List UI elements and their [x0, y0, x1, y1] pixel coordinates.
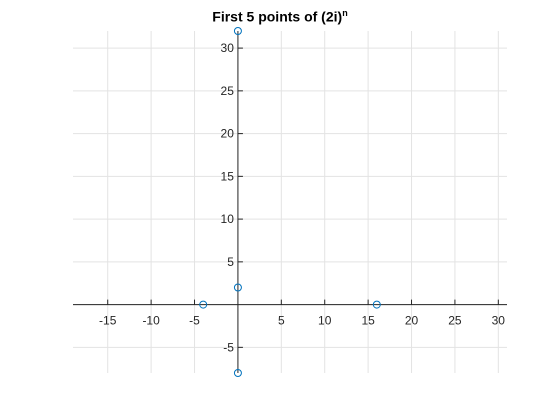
x-tick-label: 5 [278, 314, 285, 328]
data-point [233, 283, 242, 292]
data-point [372, 300, 381, 309]
tick-labels: -15 -10 -5 5 10 15 20 25 30 -5 5 10 15 20 25 30 [99, 41, 505, 354]
chart-title: First 5 points of (2i)n [0, 8, 560, 25]
y-tick-label: 10 [221, 212, 235, 226]
x-tick-label: 30 [492, 314, 506, 328]
chart-title-text: First 5 points of (2i) [212, 8, 343, 25]
grid-lines [73, 31, 507, 373]
y-tick-label: 20 [221, 127, 235, 141]
y-tick-label: 25 [221, 84, 235, 98]
y-tick-label: -5 [223, 340, 234, 354]
x-tick-label: 15 [361, 314, 375, 328]
chart-title-exponent: n [342, 8, 348, 18]
x-tick-label: -10 [142, 314, 160, 328]
data-point [199, 300, 208, 309]
data-point [233, 369, 242, 377]
x-tick-label: 20 [405, 314, 419, 328]
x-tick-label: -15 [99, 314, 117, 328]
y-tick-label: 30 [221, 41, 235, 55]
data-points [199, 27, 381, 377]
x-tick-label: -5 [189, 314, 200, 328]
x-tick-label: 25 [448, 314, 462, 328]
y-tick-label: 5 [227, 255, 234, 269]
axes [73, 31, 507, 373]
y-tick-label: 15 [221, 169, 235, 183]
data-point [233, 27, 242, 35]
x-tick-label: 10 [318, 314, 332, 328]
